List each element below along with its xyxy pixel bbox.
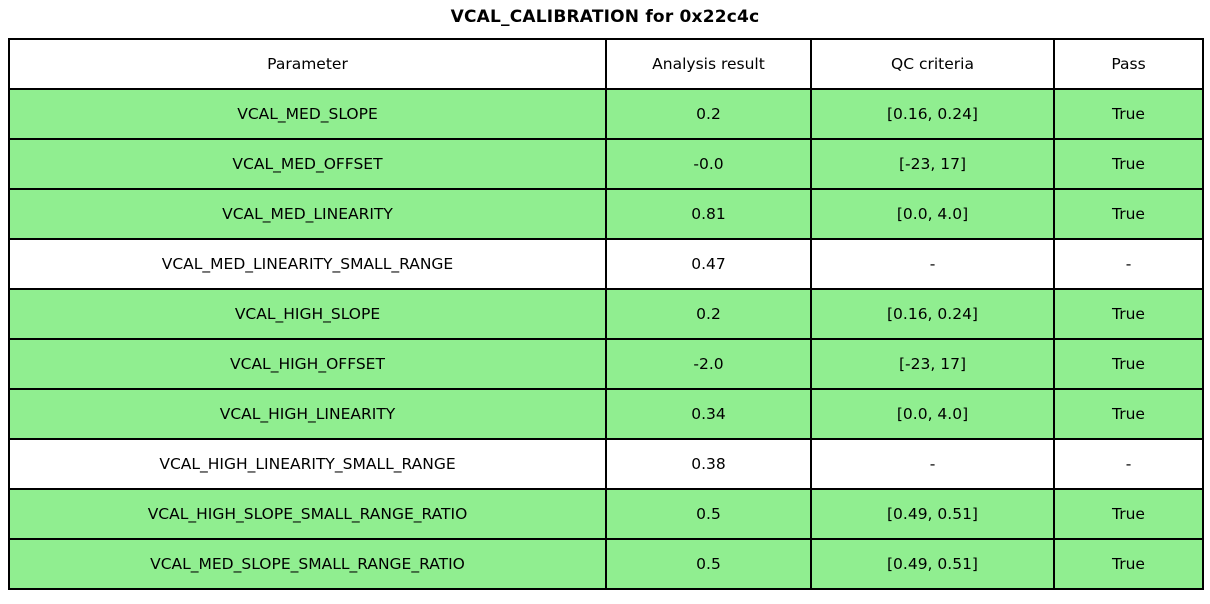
cell-qc-criteria: [0.49, 0.51]	[810, 538, 1055, 590]
cell-analysis-result: -0.0	[605, 138, 812, 190]
cell-analysis-result: 0.34	[605, 388, 812, 440]
column-header-qc-criteria: QC criteria	[810, 38, 1055, 90]
table-header-row: Parameter Analysis result QC criteria Pa…	[8, 38, 1204, 90]
cell-qc-criteria: [0.49, 0.51]	[810, 488, 1055, 540]
table-row: VCAL_MED_LINEARITY_SMALL_RANGE 0.47- -	[8, 238, 1204, 290]
table-row: VCAL_HIGH_LINEARITY_SMALL_RANGE 0.38- -	[8, 438, 1204, 490]
table-row: VCAL_MED_SLOPE_SMALL_RANGE_RATIO 0.5 [0.49…	[8, 538, 1204, 590]
cell-parameter: VCAL_HIGH_OFFSET	[8, 338, 607, 390]
page-title: VCAL_CALIBRATION for 0x22c4c	[450, 7, 760, 27]
table-row: VCAL_HIGH_SLOPE_SMALL_RANGE_RATIO 0.5 [0.4…	[8, 488, 1204, 540]
cell-qc-criteria: [0.0, 4.0]	[810, 388, 1055, 440]
cell-pass: True	[1053, 338, 1204, 390]
cell-parameter: VCAL_HIGH_LINEARITY_SMALL_RANGE	[8, 438, 607, 490]
column-header-parameter: Parameter	[8, 38, 607, 90]
qc-results-table: Parameter Analysis result QC criteria Pa…	[8, 38, 1204, 590]
cell-qc-criteria: [-23, 17]	[810, 338, 1055, 390]
cell-analysis-result: 0.81	[605, 188, 812, 240]
cell-pass: True	[1053, 138, 1204, 190]
table-row: VCAL_HIGH_SLOPE 0.2 [0.16, 0.24] True	[8, 288, 1204, 340]
cell-qc-criteria: [0.16, 0.24]	[810, 288, 1055, 340]
cell-pass: True	[1053, 288, 1204, 340]
cell-analysis-result: -2.0	[605, 338, 812, 390]
cell-qc-criteria: [-23, 17]	[810, 138, 1055, 190]
cell-parameter: VCAL_HIGH_SLOPE	[8, 288, 607, 340]
cell-parameter: VCAL_HIGH_LINEARITY	[8, 388, 607, 440]
table-row: VCAL_HIGH_OFFSET -2.0 [-23, 17] True	[8, 338, 1204, 390]
table-row: VCAL_HIGH_LINEARITY 0.34 [0.0, 4.0] True	[8, 388, 1204, 440]
cell-analysis-result: 0.5	[605, 488, 812, 540]
cell-qc-criteria: [0.0, 4.0]	[810, 188, 1055, 240]
cell-analysis-result: 0.2	[605, 88, 812, 140]
cell-analysis-result: 0.47	[605, 238, 812, 290]
column-header-pass: Pass	[1053, 38, 1204, 90]
cell-pass: True	[1053, 88, 1204, 140]
cell-qc-criteria: -	[810, 238, 1055, 290]
column-header-analysis-result: Analysis result	[605, 38, 812, 90]
cell-parameter: VCAL_MED_SLOPE_SMALL_RANGE_RATIO	[8, 538, 607, 590]
cell-parameter: VCAL_MED_LINEARITY_SMALL_RANGE	[8, 238, 607, 290]
cell-analysis-result: 0.38	[605, 438, 812, 490]
cell-pass: True	[1053, 538, 1204, 590]
cell-parameter: VCAL_MED_OFFSET	[8, 138, 607, 190]
table-row: VCAL_MED_OFFSET -0.0 [-23, 17] True	[8, 138, 1204, 190]
table-row: VCAL_MED_SLOPE 0.2 [0.16, 0.24] True	[8, 88, 1204, 140]
table-body: VCAL_MED_SLOPE 0.2 [0.16, 0.24] True VCAL_ME…	[8, 88, 1204, 590]
cell-qc-criteria: -	[810, 438, 1055, 490]
cell-parameter: VCAL_MED_LINEARITY	[8, 188, 607, 240]
table-row: VCAL_MED_LINEARITY 0.81 [0.0, 4.0] True	[8, 188, 1204, 240]
cell-pass: -	[1053, 438, 1204, 490]
cell-parameter: VCAL_MED_SLOPE	[8, 88, 607, 140]
cell-pass: True	[1053, 488, 1204, 540]
cell-pass: True	[1053, 188, 1204, 240]
cell-qc-criteria: [0.16, 0.24]	[810, 88, 1055, 140]
cell-parameter: VCAL_HIGH_SLOPE_SMALL_RANGE_RATIO	[8, 488, 607, 540]
cell-analysis-result: 0.5	[605, 538, 812, 590]
cell-pass: True	[1053, 388, 1204, 440]
cell-pass: -	[1053, 238, 1204, 290]
cell-analysis-result: 0.2	[605, 288, 812, 340]
